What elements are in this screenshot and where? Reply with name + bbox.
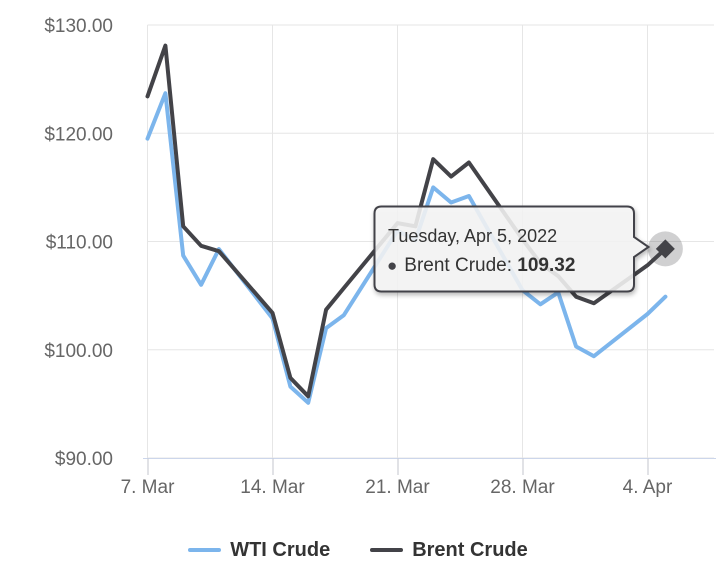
x-axis-label: 21. Mar xyxy=(365,477,430,498)
tooltip-bubble xyxy=(373,205,651,293)
y-axis-label: $120.00 xyxy=(44,124,113,145)
brent-line-swatch-icon xyxy=(370,548,404,552)
legend-item-brent[interactable]: Brent Crude xyxy=(370,534,528,566)
x-axis-label: 28. Mar xyxy=(490,477,555,498)
selected-point-marker-icon[interactable] xyxy=(655,239,675,259)
hovered-point xyxy=(647,231,683,267)
y-axis-label: $130.00 xyxy=(44,16,113,37)
legend-label-wti: WTI Crude xyxy=(230,538,331,561)
legend: WTI Crude Brent Crude xyxy=(0,534,716,566)
x-axis-labels: 7. Mar 14. Mar 21. Mar 28. Mar 4. Apr xyxy=(121,477,673,498)
wti-line-swatch-icon xyxy=(188,548,222,552)
x-axis-label: 4. Apr xyxy=(623,477,673,498)
legend-item-wti[interactable]: WTI Crude xyxy=(188,534,330,566)
y-axis-label: $90.00 xyxy=(55,449,113,470)
y-axis-label: $100.00 xyxy=(44,341,113,362)
x-axis-tick-marks xyxy=(147,458,649,475)
y-axis-label: $110.00 xyxy=(46,233,113,254)
x-axis-label: 7. Mar xyxy=(121,477,176,498)
y-axis-labels: $90.00 $100.00 $110.00 $120.00 $130.00 xyxy=(44,16,113,470)
legend-label-brent: Brent Crude xyxy=(412,538,528,561)
x-axis-label: 14. Mar xyxy=(240,477,305,498)
